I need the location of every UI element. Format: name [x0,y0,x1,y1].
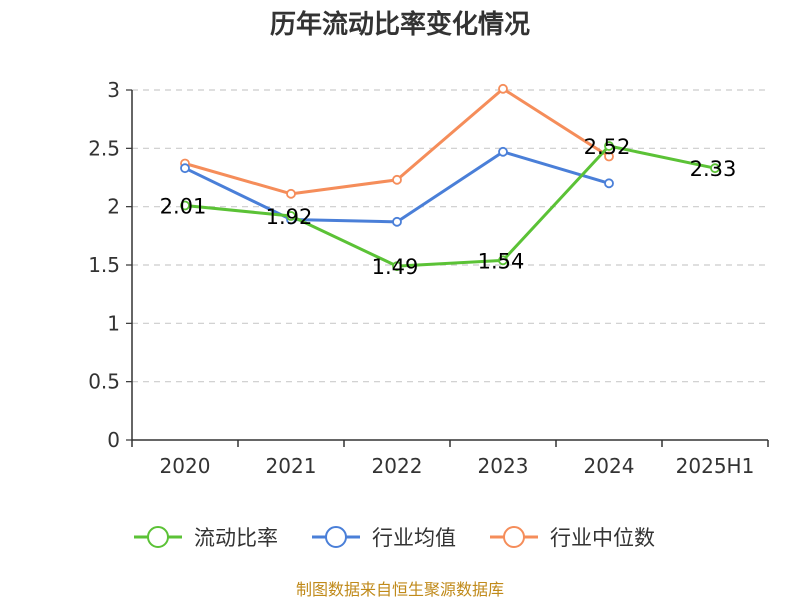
data-label: 1.49 [372,255,419,279]
data-point [604,178,614,189]
x-tick-label: 2022 [372,454,423,478]
y-tick-label: 1.5 [88,253,120,277]
chart-title: 历年流动比率变化情况 [270,9,530,40]
legend-marker-icon [503,526,525,548]
data-point [392,216,402,227]
data-point [286,211,296,221]
legend-label: 行业均值 [372,526,456,550]
legend-item[interactable]: 行业均值 [312,526,456,550]
data-point [392,174,402,185]
data-point [710,163,720,174]
axes: 0 0.5 1 1.5 2 2.5 3 2020 2021 2022 2023 2024 2025H1 [88,78,769,478]
y-tick-label: 2 [107,195,120,219]
legend-marker-icon [325,526,347,548]
data-label: 2.52 [584,135,631,159]
legend-item[interactable]: 行业中位数 [490,526,655,550]
legend-label: 流动比率 [194,526,278,550]
y-tick-label: 1 [107,311,120,335]
data-point [286,188,296,199]
x-tick-label: 2025H1 [676,454,755,478]
x-tick-label: 2023 [478,454,529,478]
data-label: 1.92 [266,205,313,229]
source-text: 制图数据来自恒生聚源数据库 [296,580,504,599]
data-point [604,141,614,151]
data-point [604,151,614,162]
x-tick-label: 2020 [160,454,211,478]
data-point [498,83,508,94]
legend: 流动比率 行业均值 行业中位数 [134,526,655,550]
series-line [184,144,716,268]
y-tick-label: 0 [107,428,120,452]
legend-item[interactable]: 流动比率 [134,526,278,550]
x-tick-label: 2024 [584,454,635,478]
data-labels: 2.01 1.92 1.49 1.54 2.52 2.33 [160,135,737,279]
data-point [498,255,508,266]
legend-marker-icon [147,526,169,548]
series-layer [180,83,720,272]
y-tick-label: 0.5 [88,370,120,394]
y-tick-label: 2.5 [88,136,120,160]
y-tick-label: 3 [107,78,120,102]
grid-lines [132,89,768,383]
legend-label: 行业中位数 [550,526,655,550]
data-point [180,163,190,174]
data-label: 2.33 [690,157,737,181]
data-label: 2.01 [160,195,207,219]
data-point [180,200,190,211]
data-label: 1.54 [478,249,525,273]
data-point [498,146,508,157]
data-point [392,261,402,272]
x-tick-label: 2021 [266,454,317,478]
